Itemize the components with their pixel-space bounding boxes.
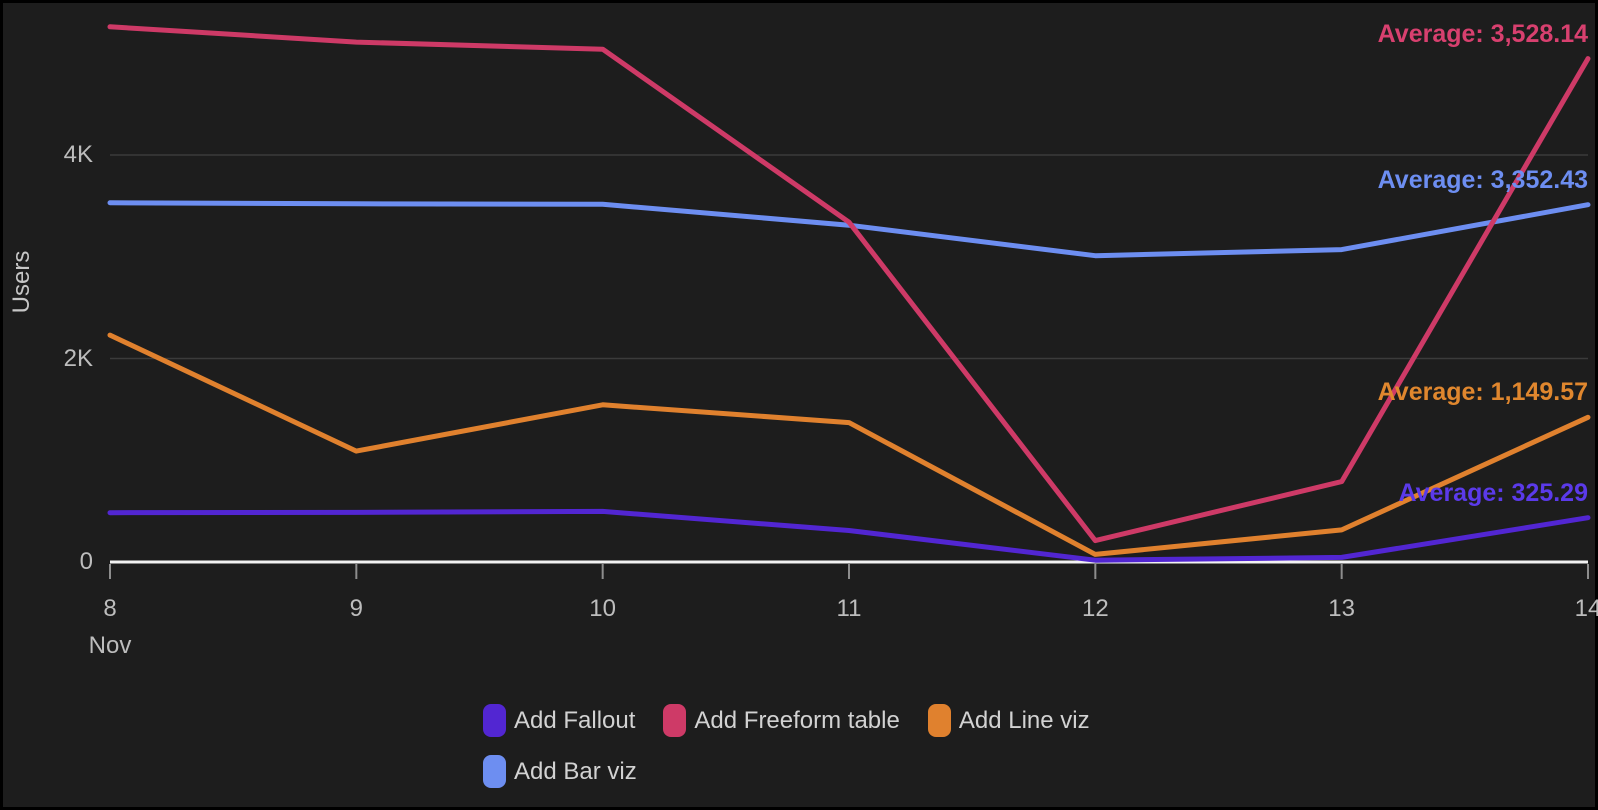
series-line-add-freeform-table[interactable] xyxy=(107,24,1591,544)
x-tick-label-9: 9 xyxy=(349,595,364,622)
x-tick-label-12: 12 xyxy=(1081,595,1109,622)
x-tick-label-11: 11 xyxy=(836,595,862,622)
legend-item-add-bar-viz[interactable]: Add Bar viz xyxy=(483,755,637,788)
average-label-add-line-viz: Average: 1,149.57 xyxy=(1377,378,1588,407)
legend-item-add-freeform-table[interactable]: Add Freeform table xyxy=(663,704,900,737)
chart-canvas xyxy=(107,24,1591,579)
x-tick-label-10: 10 xyxy=(589,595,617,622)
legend-item-add-fallout[interactable]: Add Fallout xyxy=(483,704,635,737)
legend-row: Add Fallout Add Freeform table Add Line vi… xyxy=(483,704,1090,737)
y-axis-title: Users xyxy=(8,250,35,314)
x-tick-label-13: 13 xyxy=(1328,595,1356,622)
y-tick-label-0: 0 xyxy=(79,548,93,575)
x-tick-label-14: 14 xyxy=(1574,595,1598,622)
y-tick-label-4k: 4K xyxy=(63,141,93,168)
average-label-add-fallout: Average: 325.29 xyxy=(1398,478,1588,507)
legend-item-add-line-viz[interactable]: Add Line viz xyxy=(927,704,1090,737)
y-tick-label-2k: 2K xyxy=(63,344,93,372)
series-line-add-line-viz[interactable] xyxy=(107,332,1591,557)
legend-item-label: Add Fallout xyxy=(514,706,636,734)
average-label-add-freeform-table: Average: 3,528.14 xyxy=(1377,19,1588,48)
x-axis-month-label: Nov xyxy=(88,632,132,659)
legend-item-label: Add Freeform table xyxy=(694,706,900,734)
series-line-add-bar-viz[interactable] xyxy=(107,200,1591,259)
legend-row: Add Bar viz xyxy=(483,755,1090,788)
series-line-add-fallout[interactable] xyxy=(107,508,1591,563)
legend-swatch-icon xyxy=(927,704,951,737)
legend-item-label: Add Bar viz xyxy=(514,757,637,785)
average-label-add-bar-viz: Average: 3,352.43 xyxy=(1377,165,1588,194)
legend-swatch-icon xyxy=(483,755,506,788)
legend-swatch-icon xyxy=(483,704,506,737)
chart-legend: Add Fallout Add Freeform table Add Line vi… xyxy=(483,704,1090,788)
legend-swatch-icon xyxy=(663,704,687,737)
x-tick-label-8: 8 xyxy=(103,595,117,622)
legend-item-label: Add Line viz xyxy=(958,706,1090,734)
